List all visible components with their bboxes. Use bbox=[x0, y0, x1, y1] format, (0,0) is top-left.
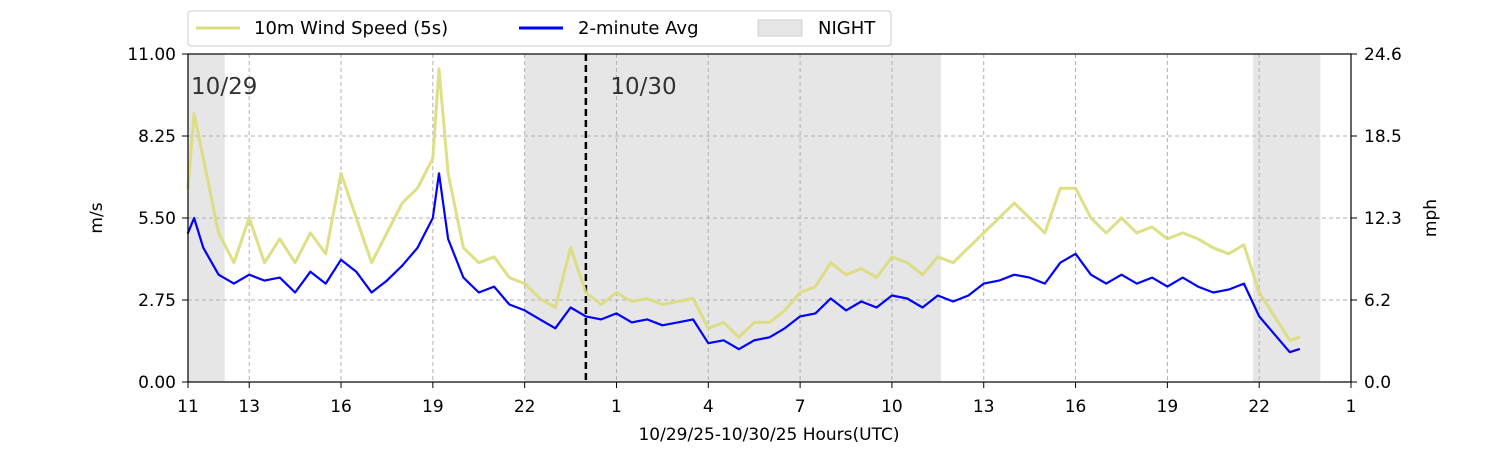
x-tick-label: 1 bbox=[1346, 397, 1357, 417]
y-axis-left-label: m/s bbox=[87, 202, 107, 233]
series-2min-avg-line bbox=[186, 172, 1301, 354]
x-tick-label: 13 bbox=[973, 397, 995, 417]
y-right-tick-label: 12.3 bbox=[1364, 209, 1402, 229]
legend: 10m Wind Speed (5s) 2-minute Avg NIGHT bbox=[187, 10, 892, 47]
x-tick-label: 13 bbox=[238, 397, 260, 417]
y-tick-label: 2.75 bbox=[138, 291, 176, 311]
x-tick-label: 11 bbox=[177, 397, 199, 417]
y-tick-label: 8.25 bbox=[138, 127, 176, 147]
x-tick-label: 7 bbox=[795, 397, 806, 417]
legend-swatch-night bbox=[757, 19, 803, 37]
legend-label-avg: 2-minute Avg bbox=[578, 18, 699, 39]
x-tick-label: 19 bbox=[422, 397, 444, 417]
x-tick-label: 4 bbox=[703, 397, 714, 417]
legend-label-night: NIGHT bbox=[818, 18, 876, 39]
x-tick-label: 16 bbox=[1065, 397, 1087, 417]
x-tick-label: 22 bbox=[514, 397, 536, 417]
x-tick-label: 1 bbox=[611, 397, 622, 417]
y-tick-label: 0.00 bbox=[138, 373, 176, 393]
series-layer bbox=[186, 67, 1301, 354]
day-label: 10/30 bbox=[610, 74, 676, 100]
y-axis-right: 0.0 6.2 12.3 18.5 24.6 bbox=[1351, 45, 1402, 393]
y-tick-label: 5.50 bbox=[138, 209, 176, 229]
x-axis-label: 10/29/25-10/30/25 Hours(UTC) bbox=[638, 425, 899, 445]
x-axis: 11 13 16 19 22 1 4 7 10 13 16 19 22 1 bbox=[177, 382, 1356, 417]
y-tick-label: 11.00 bbox=[127, 45, 176, 65]
y-right-tick-label: 0.0 bbox=[1364, 373, 1391, 393]
x-tick-label: 22 bbox=[1248, 397, 1270, 417]
y-axis-right-label: mph bbox=[1421, 199, 1441, 237]
x-tick-label: 19 bbox=[1157, 397, 1179, 417]
y-right-tick-label: 24.6 bbox=[1364, 45, 1402, 65]
series-raw-wind-line bbox=[186, 67, 1301, 342]
y-right-tick-label: 6.2 bbox=[1364, 291, 1391, 311]
x-tick-label: 10 bbox=[881, 397, 903, 417]
x-tick-label: 16 bbox=[330, 397, 352, 417]
y-axis-left: 0.00 2.75 5.50 8.25 11.00 bbox=[127, 45, 188, 393]
y-right-tick-label: 18.5 bbox=[1364, 127, 1402, 147]
day-label: 10/29 bbox=[191, 74, 257, 100]
day-labels: 10/29 10/30 bbox=[191, 74, 677, 100]
legend-label-raw: 10m Wind Speed (5s) bbox=[254, 18, 448, 39]
